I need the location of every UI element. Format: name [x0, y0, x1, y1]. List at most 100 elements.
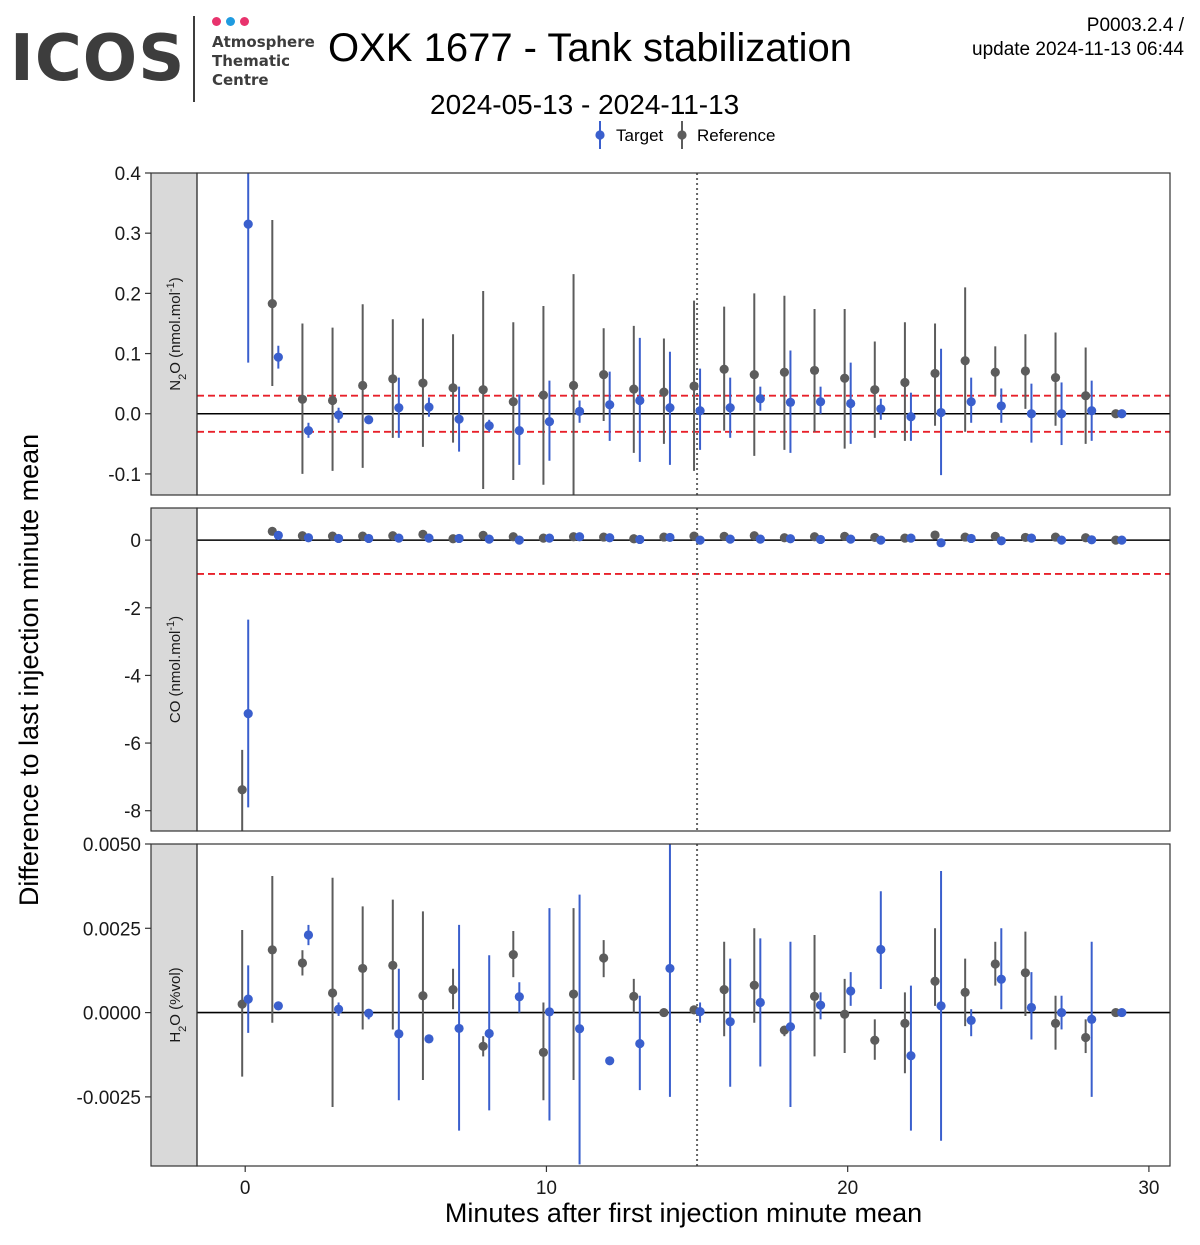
reference-point: [629, 991, 639, 1002]
reference-point: [538, 390, 549, 400]
target-point: [815, 397, 826, 407]
reference-point: [418, 378, 428, 388]
panel-frame: [196, 507, 1171, 832]
target-point: [815, 1000, 826, 1010]
target-point: [273, 352, 283, 362]
reference-point: [960, 356, 970, 366]
target-point: [1056, 409, 1067, 419]
legend-reference-marker: [677, 130, 687, 140]
panel-1: N2O (nmol.mol-1) -0.1 0.0 0.1 0.2 0.3 0.4: [108, 164, 1171, 496]
target-point: [424, 1034, 434, 1044]
reference-point: [297, 958, 308, 968]
data-layer: [197, 173, 1170, 495]
reference-point: [478, 1041, 488, 1051]
version-info: P0003.2.4 / update 2024-11-13 06:44: [972, 14, 1184, 62]
logo-line-3: Centre: [212, 71, 269, 89]
logo-dot-2: [226, 17, 235, 26]
panel-frame: [196, 172, 1171, 496]
target-point: [906, 1051, 916, 1061]
reference-point: [930, 368, 940, 379]
target-point: [303, 426, 314, 436]
strip-superscript: -1: [165, 282, 177, 292]
strip-end: ): [167, 616, 184, 621]
target-point: [1056, 1007, 1067, 1018]
reference-point: [448, 383, 458, 393]
y-tick-label: -0.1: [108, 465, 141, 486]
target-point: [574, 1024, 585, 1034]
reference-point: [990, 367, 1000, 377]
legend-target-marker: [595, 130, 605, 140]
reference-point: [478, 385, 488, 395]
reference-point: [749, 370, 759, 380]
reference-point: [568, 380, 579, 391]
target-point: [454, 1023, 464, 1034]
reference-point: [840, 1009, 850, 1019]
target-point: [1117, 1007, 1127, 1018]
reference-point: [267, 945, 277, 955]
y-tick-label: -2: [124, 599, 141, 620]
reference-point: [719, 364, 729, 374]
target-point: [635, 534, 645, 545]
strip-subscript: 2: [177, 374, 189, 380]
y-tick-label: 0.3: [115, 224, 141, 245]
target-point: [273, 1001, 283, 1011]
target-point: [424, 402, 434, 412]
target-point: [846, 986, 856, 996]
target-point: [936, 538, 946, 548]
chart-subtitle: 2024-05-13 - 2024-11-13: [430, 89, 740, 120]
target-point: [815, 534, 826, 545]
target-point: [665, 963, 675, 974]
target-point: [1026, 409, 1037, 419]
target-point: [484, 1028, 494, 1039]
data-layer: [197, 508, 1170, 831]
target-point: [243, 219, 253, 229]
reference-point: [659, 387, 669, 397]
target-point: [605, 533, 615, 543]
reference-point: [327, 395, 338, 406]
target-point: [574, 406, 585, 416]
target-point: [966, 1015, 976, 1025]
target-point: [364, 1008, 374, 1018]
reference-point: [900, 1018, 910, 1028]
reference-point: [1020, 968, 1031, 978]
reference-point: [689, 381, 699, 391]
reference-point: [809, 991, 820, 1002]
target-point: [876, 944, 886, 955]
data-layer: [197, 844, 1170, 1166]
target-point: [1087, 535, 1097, 545]
y-tick-label: 0: [130, 531, 141, 552]
reference-point: [1050, 373, 1061, 383]
y-tick-label: 0.0050: [83, 835, 141, 856]
reference-point: [358, 380, 368, 391]
target-point: [605, 400, 615, 410]
target-point: [394, 1029, 404, 1039]
legend-target-label: Target: [616, 126, 664, 145]
target-point: [574, 532, 585, 542]
target-point: [906, 533, 916, 543]
target-point: [785, 397, 796, 407]
target-point: [695, 535, 705, 545]
target-point: [725, 1017, 735, 1027]
target-point: [876, 404, 886, 414]
reference-point: [448, 985, 458, 995]
target-point: [665, 532, 675, 543]
target-point: [725, 403, 735, 413]
strip-rest: O (%vol): [167, 967, 184, 1025]
strip-label: N2O (nmol.mol-1): [165, 277, 189, 390]
x-tick-label: 10: [536, 1178, 557, 1199]
y-tick-label: -0.0025: [77, 1088, 141, 1109]
legend: Target Reference: [595, 121, 775, 149]
target-point: [1087, 406, 1097, 416]
target-point: [243, 994, 253, 1004]
reference-point: [297, 394, 308, 404]
reference-point: [930, 976, 940, 986]
strip-rest: O (nmol.mol: [167, 292, 184, 374]
target-point: [1026, 533, 1037, 543]
reference-point: [840, 373, 850, 383]
target-point: [1117, 535, 1127, 545]
reference-point: [960, 987, 970, 997]
target-point: [333, 1004, 344, 1014]
version-line-2: update 2024-11-13 06:44: [972, 39, 1184, 60]
target-point: [394, 533, 404, 543]
